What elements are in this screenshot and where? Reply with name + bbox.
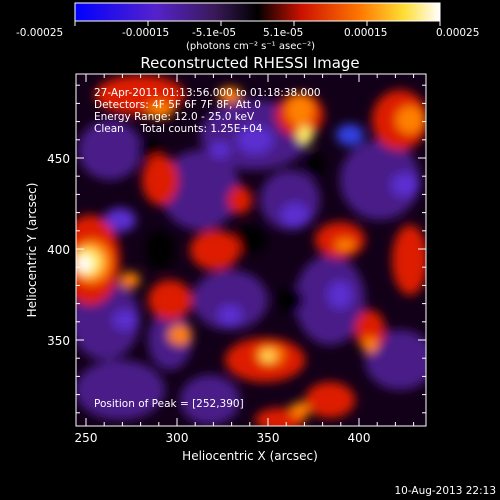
colorbar: -0.00025 -0.00015 -5.1e-05 5.1e-05 0.000… bbox=[16, 2, 479, 52]
plot-timestamp: 10-Aug-2013 22:13 bbox=[394, 485, 496, 497]
colorbar-tick-label-2: -0.00015 bbox=[122, 27, 169, 39]
x-tick-label-250: 250 bbox=[75, 431, 98, 445]
clean-counts-annotation: Clean Total counts: 1.25E+04 bbox=[94, 123, 263, 135]
colorbar-tick-label-5: 0.00015 bbox=[344, 27, 387, 39]
colorbar-unit-label: (photons cm⁻² s⁻¹ asec⁻²) bbox=[186, 41, 315, 52]
y-axis-label: Heliocentric Y (arcsec) bbox=[25, 183, 39, 318]
y-tick-label-350: 350 bbox=[47, 334, 70, 348]
x-tick-label-400: 400 bbox=[348, 431, 371, 445]
x-tick-label-300: 300 bbox=[166, 431, 189, 445]
detectors-annotation: Detectors: 4F 5F 6F 7F 8F, Att 0 bbox=[94, 99, 261, 111]
colorbar-tick-label-1: -0.00025 bbox=[16, 27, 63, 39]
energy-range-annotation: Energy Range: 12.0 - 25.0 keV bbox=[94, 111, 255, 123]
rhessi-image bbox=[76, 74, 426, 426]
colorbar-tick-label-3: -5.1e-05 bbox=[192, 27, 236, 39]
time-range-annotation: 27-Apr-2011 01:13:56.000 to 01:18:38.000 bbox=[94, 87, 321, 99]
colorbar-gradient bbox=[74, 2, 441, 22]
y-tick-label-400: 400 bbox=[47, 243, 70, 257]
colorbar-ticks bbox=[74, 21, 441, 26]
peak-position-annotation: Position of Peak = [252,390] bbox=[94, 398, 244, 410]
y-tick-label-450: 450 bbox=[47, 152, 70, 166]
axis-ticks bbox=[76, 74, 426, 426]
x-tick-label-350: 350 bbox=[257, 431, 280, 445]
plot-title: Reconstructed RHESSI Image bbox=[140, 54, 359, 72]
colorbar-tick-label-4: 5.1e-05 bbox=[263, 27, 303, 39]
x-axis-label: Heliocentric X (arcsec) bbox=[182, 449, 318, 463]
colorbar-tick-label-6: 0.00025 bbox=[436, 27, 479, 39]
plot-frame bbox=[75, 73, 427, 427]
